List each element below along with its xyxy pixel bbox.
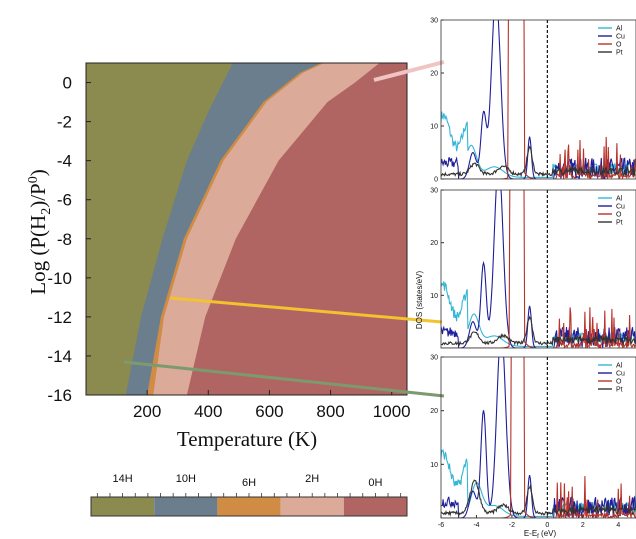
- dos-y-axis-label: DOS (states/eV): [415, 271, 424, 330]
- legend-label-Cu: Cu: [616, 204, 625, 211]
- dos-y-tick-label: 20: [430, 408, 438, 415]
- colorbar-segment-2H: [280, 497, 344, 516]
- y-axis-ticks: 0 -2 -4 -6 -8 -10 -12 -14 -16: [47, 74, 91, 405]
- dos-y-tick-label: 10: [430, 124, 438, 131]
- colorbar-label-0H: 0H: [368, 477, 382, 489]
- dos-panel-frame: [440, 19, 636, 180]
- dos-series-O: [441, 190, 636, 348]
- legend-label-Al: Al: [616, 196, 623, 203]
- colorbar-frame: [90, 496, 408, 517]
- phase-x-axis-label: Temperature (K): [177, 427, 317, 451]
- colorbar: 14H 10H 6H 2H 0H: [90, 473, 408, 517]
- dos-panels: 0102030AlCuOPt102030AlCuOPt102030AlCuOPt…: [430, 18, 636, 529]
- dos-x-tick-label: -2: [509, 522, 515, 529]
- dos-y-tick-label: 30: [430, 355, 438, 362]
- connector-line-middle: [169, 296, 443, 324]
- colorbar-label-14H: 14H: [113, 473, 133, 485]
- dos-y-tick-label: 30: [430, 18, 438, 25]
- legend-label-Pt: Pt: [616, 387, 623, 394]
- phase-y-axis-label: Log (P(H2)/P0): [26, 169, 54, 294]
- dos-panel-frame: [440, 356, 636, 519]
- colorbar-label-2H: 2H: [305, 473, 319, 485]
- legend-label-Al: Al: [616, 363, 623, 370]
- x-tick-label: 1000: [373, 402, 411, 421]
- dos-curves: [441, 20, 636, 179]
- y-tick-label: 0: [63, 74, 72, 93]
- legend-label-O: O: [616, 212, 622, 219]
- legend-label-O: O: [616, 42, 622, 49]
- colorbar-segment-14H: [91, 497, 155, 516]
- dos-series-Pt: [441, 479, 636, 517]
- dos-series-Cu: [441, 190, 636, 348]
- dos-x-tick-label: -6: [438, 522, 444, 529]
- dos-x-tick-label: 2: [581, 522, 585, 529]
- x-tick-label: 800: [316, 402, 344, 421]
- x-tick-label: 600: [255, 402, 283, 421]
- legend-label-Pt: Pt: [616, 220, 623, 227]
- y-tick-label: -2: [57, 113, 72, 132]
- connector-lines: [123, 60, 445, 398]
- dos-series-O: [441, 357, 636, 518]
- y-tick-label: -6: [57, 191, 72, 210]
- dos-y-tick-label: 30: [430, 188, 438, 195]
- x-tick-label: 200: [133, 402, 161, 421]
- y-tick-label: -4: [57, 152, 72, 171]
- dos-y-tick-label: 20: [430, 71, 438, 78]
- dos-series-Pt: [441, 145, 636, 178]
- colorbar-segment-6H: [217, 497, 281, 516]
- y-tick-label: -8: [57, 230, 72, 249]
- dos-series-Al: [441, 111, 636, 178]
- dos-y-tick-label: 10: [430, 462, 438, 469]
- legend-label-O: O: [616, 379, 622, 386]
- y-tick-label: -16: [47, 386, 72, 405]
- connector-line-bottom: [123, 360, 445, 398]
- legend-label-Pt: Pt: [616, 50, 623, 57]
- dos-series-O: [441, 20, 636, 179]
- plot-frame: [85, 62, 408, 396]
- x-axis-ticks: 200 400 600 800 1000: [133, 390, 411, 421]
- dos-y-tick-label: 10: [430, 293, 438, 300]
- dos-curves: [441, 357, 636, 518]
- phase-region-0H: [186, 63, 407, 395]
- dos-panel-frame: [440, 189, 636, 349]
- dos-x-axis-label: E-Ef (eV): [524, 529, 557, 539]
- legend-label-Cu: Cu: [616, 34, 625, 41]
- colorbar-label-6H: 6H: [242, 477, 256, 489]
- x-tick-label: 400: [194, 402, 222, 421]
- colorbar-segment-0H: [343, 497, 407, 516]
- dos-curves: [441, 190, 636, 348]
- legend-label-Cu: Cu: [616, 371, 625, 378]
- y-tick-label: -12: [47, 308, 72, 327]
- y-tick-label: -10: [47, 269, 72, 288]
- colorbar-segment-10H: [154, 497, 218, 516]
- dos-x-tick-label: 0: [545, 522, 549, 529]
- connector-line-top: [373, 60, 445, 82]
- dos-x-tick-label: 4: [616, 522, 620, 529]
- dos-x-tick-label: -4: [473, 522, 479, 529]
- dos-y-tick-label: 0: [434, 177, 438, 184]
- phase-diagram: 200 400 600 800 1000 0 -2 -4 -6 -8 -10 -12 -14 -16 L…: [26, 62, 411, 451]
- phase-regions: [86, 63, 407, 395]
- dos-y-tick-label: 20: [430, 240, 438, 247]
- dos-series-Pt: [441, 315, 636, 347]
- legend-label-Al: Al: [616, 26, 623, 33]
- y-tick-label: -14: [47, 347, 72, 366]
- colorbar-label-10H: 10H: [176, 473, 196, 485]
- dos-series-Cu: [441, 357, 636, 518]
